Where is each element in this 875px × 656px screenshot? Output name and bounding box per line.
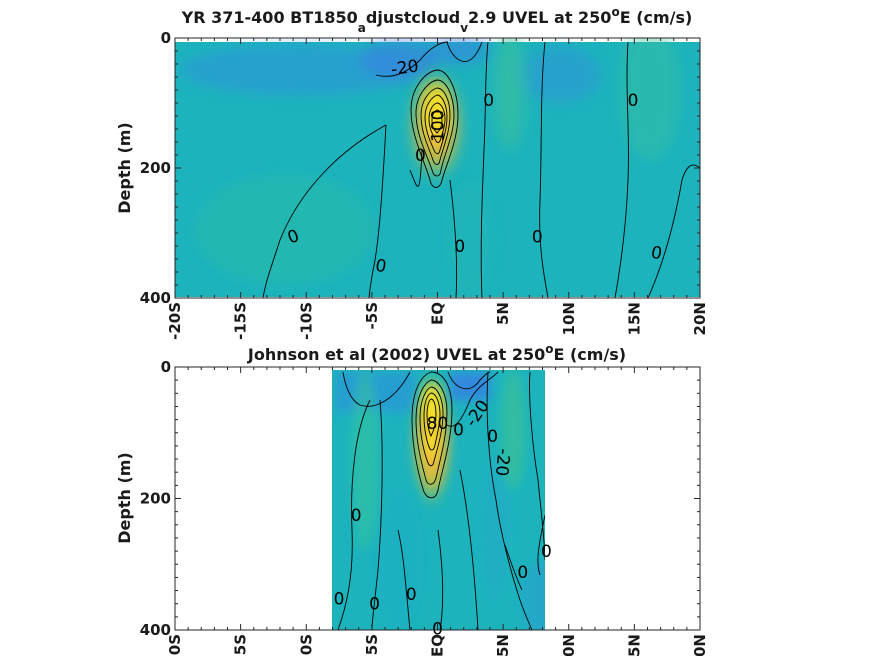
contour-label: 0: [369, 595, 380, 615]
contour-label: 0: [453, 420, 464, 440]
y-tick-label: 0: [161, 358, 171, 376]
x-tick-label: -10S: [297, 302, 315, 340]
contour-label: 0: [351, 506, 362, 526]
x-tick-label: -20S: [166, 302, 184, 340]
x-tick-label: -15S: [232, 302, 250, 340]
top-y-ticks: 0 200 400: [140, 29, 700, 307]
x-tick-label: EQ: [429, 302, 447, 325]
x-tick-label: -20S: [166, 634, 184, 656]
contour-label: 0: [454, 237, 465, 257]
contour-label: -20: [390, 56, 420, 80]
contour-label: 0: [649, 243, 663, 265]
x-tick-label: 5N: [494, 302, 512, 325]
contour-label: 0: [334, 589, 345, 609]
x-tick-label: 15N: [625, 302, 643, 335]
contour-label: 0: [532, 227, 543, 247]
y-tick-label: 200: [140, 490, 171, 508]
x-tick-label: 20N: [691, 302, 709, 335]
contour-label: 0: [374, 256, 388, 278]
x-tick-label: 15N: [625, 634, 643, 656]
contour-label: 0: [517, 563, 528, 583]
x-tick-label: -15S: [232, 634, 250, 656]
x-tick-label: 20N: [691, 634, 709, 656]
x-tick-label: 10N: [560, 634, 578, 656]
y-tick-label: 0: [161, 29, 171, 47]
y-tick-label: 400: [140, 621, 171, 639]
bottom-x-ticks: -20S -15S -10S -5S EQ 5N 10N 15N 20N: [166, 367, 709, 656]
contour-label: 100: [429, 110, 449, 142]
top-y-axis-label: Depth (m): [115, 122, 134, 214]
x-tick-label: -5S: [363, 302, 381, 329]
contour-label: 0: [628, 91, 639, 111]
y-tick-label: 200: [140, 159, 171, 177]
x-tick-label: 10N: [560, 302, 578, 335]
contour-label: 0: [415, 146, 426, 166]
contour-label: 0: [541, 542, 552, 562]
x-tick-label: 5N: [494, 634, 512, 656]
top-x-ticks: -20S -15S -10S -5S EQ 5N 10N 15N 20N: [166, 38, 709, 340]
top-contours: [262, 41, 700, 298]
x-tick-label: -5S: [363, 634, 381, 656]
contour-label: 0: [483, 91, 494, 111]
x-tick-label: -10S: [297, 634, 315, 656]
bottom-y-ticks: 0 200 400: [140, 358, 700, 639]
bottom-contours: [337, 371, 545, 630]
contour-label: 0: [406, 585, 417, 605]
x-tick-label: EQ: [429, 634, 447, 656]
bottom-chart-title: Johnson et al (2002) UVEL at 250oE (cm/s…: [247, 342, 626, 364]
contour-label: 0: [487, 427, 498, 447]
contour-label: 80: [427, 414, 449, 434]
top-chart-title: YR 371-400 BT1850adjustcloudv2.9 UVEL at…: [181, 5, 693, 35]
y-tick-label: 400: [140, 289, 171, 307]
contour-label: -20: [491, 448, 513, 477]
bottom-y-axis-label: Depth (m): [115, 452, 134, 544]
